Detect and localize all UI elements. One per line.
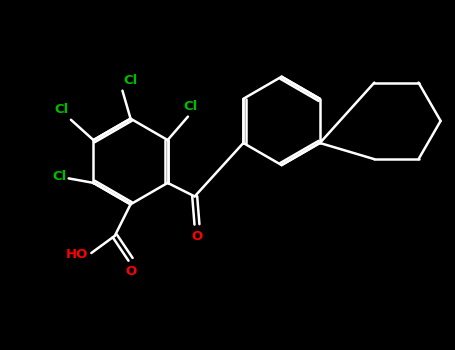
Text: HO: HO <box>66 248 88 261</box>
Text: O: O <box>125 265 136 278</box>
Text: Cl: Cl <box>55 103 69 116</box>
Text: Cl: Cl <box>123 74 138 87</box>
Text: Cl: Cl <box>183 100 197 113</box>
Text: O: O <box>192 230 202 243</box>
Text: Cl: Cl <box>52 170 66 183</box>
